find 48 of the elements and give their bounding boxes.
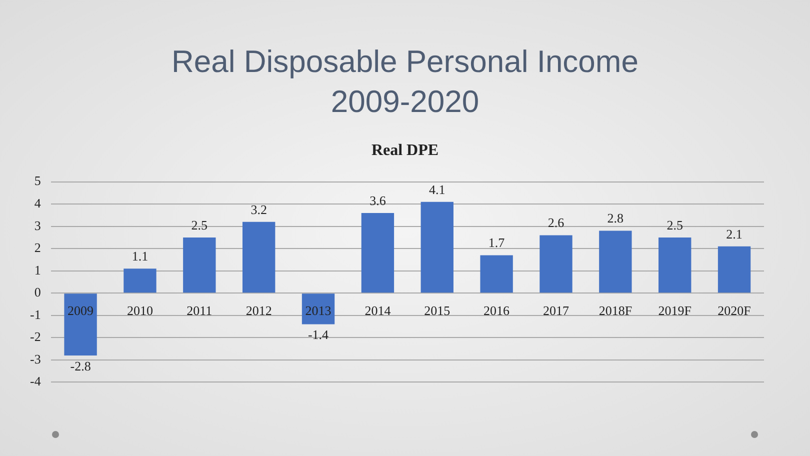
bar [420, 202, 454, 293]
data-label: 1.7 [488, 235, 506, 250]
x-tick-label: 2019F [658, 303, 692, 318]
y-tick-label: 2 [34, 240, 41, 256]
data-label: 2.5 [666, 217, 683, 232]
data-label: 1.1 [132, 248, 148, 264]
data-label: 2.5 [191, 217, 208, 232]
bar [302, 294, 335, 324]
x-tick-label: 2009 [68, 303, 94, 318]
data-label: 4.1 [429, 182, 446, 197]
bar [124, 268, 156, 293]
y-tick-label: 1 [34, 262, 41, 278]
y-tick-label: 0 [34, 284, 41, 300]
x-tick-label: 2014 [364, 303, 392, 318]
y-tick-label: -2 [30, 329, 41, 344]
bar [64, 294, 97, 356]
x-tick-label: 2020F [718, 303, 751, 318]
data-label: 2.1 [726, 226, 742, 242]
bar [658, 237, 692, 293]
x-tick-label: 2018F [598, 303, 632, 318]
bar [242, 222, 276, 293]
data-label: 3.6 [370, 192, 386, 208]
x-tick-label: 2013 [305, 303, 332, 318]
y-tick-label: 4 [34, 195, 42, 210]
data-label: 3.2 [250, 202, 267, 217]
data-label: 2.8 [607, 210, 624, 226]
data-label: -1.4 [308, 327, 330, 342]
x-tick-label: 2017 [542, 303, 570, 318]
chart-subtitle: Real DPE [370, 142, 440, 160]
bar [480, 255, 513, 293]
bar [361, 212, 394, 293]
bar [183, 237, 216, 293]
x-tick-label: 2015 [424, 303, 450, 318]
bar [540, 235, 572, 293]
y-tick-label: 5 [34, 173, 41, 188]
x-tick-label: 2011 [186, 303, 212, 318]
y-tick-label: -4 [30, 374, 42, 389]
y-tick-label: -1 [30, 306, 41, 322]
data-label: 2.6 [548, 215, 565, 230]
chart-title: Real Disposable Personal Income 2009-2020 [170, 43, 640, 121]
x-tick-label: 2010 [126, 303, 153, 318]
x-tick-label: 2016 [484, 303, 510, 318]
bar [599, 230, 632, 293]
y-tick-label: 3 [34, 218, 41, 233]
y-tick-label: -3 [30, 351, 41, 366]
bar [718, 246, 751, 293]
x-tick-label: 2012 [246, 303, 272, 318]
data-label: -2.8 [70, 358, 91, 374]
